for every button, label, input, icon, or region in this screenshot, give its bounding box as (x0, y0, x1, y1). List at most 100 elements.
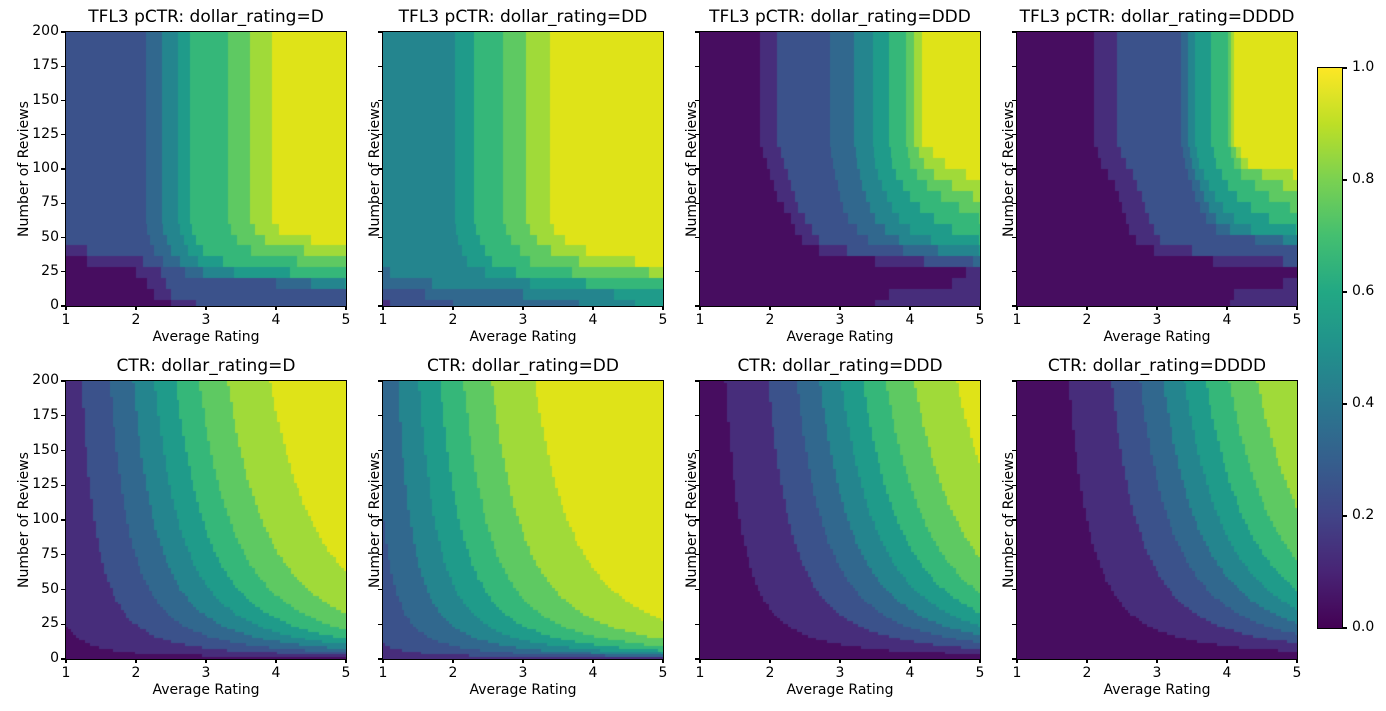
y-tick-mark (378, 623, 382, 625)
x-tick-mark (135, 306, 137, 310)
y-tick-mark (61, 484, 65, 486)
colorbar-tick-label: 0.6 (1352, 283, 1375, 299)
y-tick-mark (61, 168, 65, 170)
subplot-tfl3-pctr-ddd: TFL3 pCTR: dollar_rating=DDD Number of R… (684, 7, 984, 345)
y-tick-label: 50 (41, 228, 59, 245)
y-tick-mark (61, 380, 65, 382)
y-tick-mark (1012, 99, 1016, 102)
y-tick-label: 125 (32, 125, 59, 142)
x-tick-label: 1 (61, 665, 71, 681)
subplot-tfl3-pctr-dd: TFL3 pCTR: dollar_rating=DD Number of Re… (367, 7, 667, 345)
colorbar-frame (1317, 67, 1343, 629)
contour-plot-ctr-ddd (700, 381, 980, 659)
x-tick-mark (1086, 659, 1088, 663)
x-tick-label: 5 (1292, 312, 1302, 328)
y-tick-mark (61, 65, 65, 67)
x-tick-mark (1226, 306, 1228, 310)
y-tick-mark (378, 236, 382, 239)
x-tick-label: 3 (518, 312, 528, 328)
y-tick-mark (1012, 236, 1016, 239)
colorbar-tick-mark (1343, 515, 1347, 517)
y-tick-mark (695, 236, 699, 239)
y-tick-mark (695, 134, 699, 136)
x-tick-label: 2 (131, 312, 141, 328)
x-tick-mark (909, 306, 911, 310)
x-tick-mark (345, 306, 347, 310)
plot-title: TFL3 pCTR: dollar_rating=D (88, 7, 324, 27)
x-tick-mark (65, 306, 67, 310)
y-tick-mark (378, 305, 382, 307)
x-tick-mark (382, 306, 384, 310)
x-axis-label: Average Rating (786, 682, 894, 698)
x-tick-mark (522, 659, 524, 663)
x-tick-label: 2 (1082, 312, 1092, 328)
y-tick-mark (695, 168, 699, 170)
y-tick-label: 50 (41, 580, 59, 597)
y-tick-mark (61, 658, 65, 660)
y-tick-mark (61, 134, 65, 136)
subplot-ctr-dd: CTR: dollar_rating=DD Number of Reviews … (367, 356, 667, 698)
y-tick-label: 175 (32, 57, 59, 74)
y-tick-mark (61, 305, 65, 307)
contour-plot-tfl3-pctr-d (66, 32, 346, 306)
x-tick-label: 5 (1292, 665, 1302, 681)
y-tick-mark (61, 519, 65, 521)
y-tick-mark (378, 134, 382, 136)
y-tick-mark (1012, 554, 1016, 556)
x-tick-label: 3 (1152, 312, 1162, 328)
x-axis-label: Average Rating (1103, 329, 1211, 345)
y-tick-mark (378, 271, 382, 273)
x-tick-mark (1016, 306, 1018, 310)
x-tick-mark (1226, 659, 1228, 663)
x-tick-label: 5 (975, 312, 985, 328)
x-tick-label: 3 (835, 665, 845, 681)
y-tick-mark (695, 449, 699, 452)
x-axis-label: Average Rating (152, 682, 260, 698)
x-tick-mark (769, 306, 771, 310)
y-tick-mark (378, 415, 382, 417)
y-tick-label: 75 (41, 194, 59, 211)
x-tick-label: 4 (588, 665, 598, 681)
x-tick-mark (699, 306, 701, 310)
y-tick-label: 100 (32, 511, 59, 527)
contour-plot-tfl3-pctr-dddd (1017, 32, 1297, 306)
y-tick-mark (378, 658, 382, 660)
plot-title: TFL3 pCTR: dollar_rating=DDDD (1019, 7, 1295, 27)
y-tick-mark (695, 202, 699, 204)
x-tick-mark (1156, 306, 1158, 310)
x-tick-label: 3 (201, 312, 211, 328)
x-tick-mark (1296, 659, 1298, 663)
colorbar: 0.0 0.2 0.4 0.6 0.8 1.0 (1317, 59, 1374, 635)
x-tick-mark (275, 306, 277, 310)
x-tick-mark (1296, 306, 1298, 310)
x-tick-mark (135, 659, 137, 663)
y-tick-mark (61, 31, 65, 33)
x-tick-label: 4 (905, 312, 915, 328)
y-tick-mark (378, 380, 382, 382)
y-tick-mark (695, 554, 699, 556)
y-tick-mark (695, 271, 699, 273)
y-tick-mark (695, 31, 699, 33)
plot-title: CTR: dollar_rating=DDDD (1047, 356, 1267, 376)
colorbar-tick-label: 0.0 (1352, 619, 1375, 635)
x-tick-mark (592, 659, 594, 663)
x-tick-label: 2 (131, 665, 141, 681)
colorbar-tick-label: 0.4 (1352, 395, 1375, 411)
plot-title: TFL3 pCTR: dollar_rating=DDD (709, 7, 971, 27)
x-tick-label: 4 (588, 312, 598, 328)
y-tick-mark (695, 65, 699, 67)
subplot-ctr-d: CTR: dollar_rating=D Number of Reviews A… (16, 356, 350, 698)
x-tick-label: 1 (695, 665, 705, 681)
x-tick-mark (345, 659, 347, 663)
y-tick-mark (1012, 134, 1016, 136)
y-tick-mark (61, 449, 65, 452)
y-tick-mark (1012, 202, 1016, 204)
x-axis-label: Average Rating (469, 682, 577, 698)
colorbar-tick-label: 0.2 (1352, 507, 1375, 523)
y-tick-mark (378, 449, 382, 452)
y-tick-mark (695, 305, 699, 307)
y-tick-label: 25 (41, 262, 59, 279)
y-tick-mark (1012, 31, 1016, 33)
x-tick-label: 1 (1012, 312, 1022, 328)
